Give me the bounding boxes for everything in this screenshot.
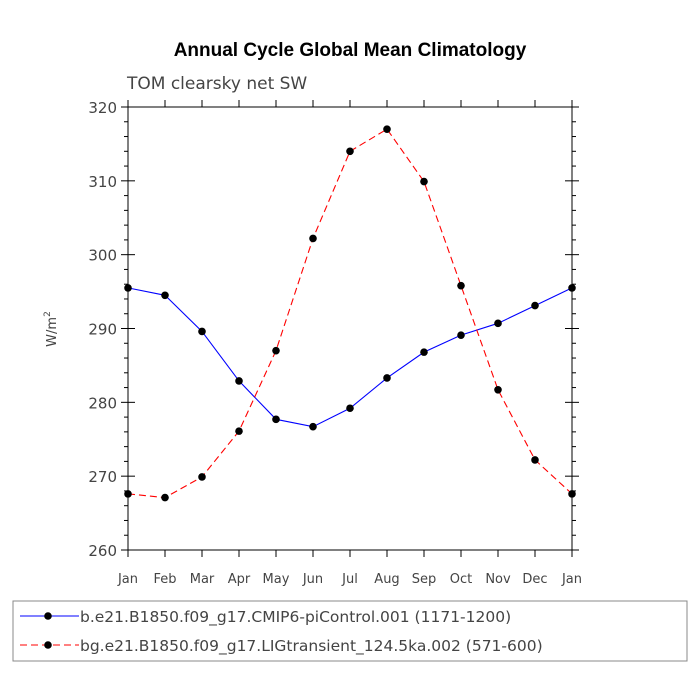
series-line-2 bbox=[127, 128, 573, 499]
x-tick-label: May bbox=[263, 572, 290, 587]
data-point bbox=[124, 490, 132, 498]
chart-subtitle: TOM clearsky net SW bbox=[126, 74, 307, 94]
data-point bbox=[383, 125, 391, 133]
legend: b.e21.B1850.f09_g17.CMIP6-piControl.001 … bbox=[20, 608, 543, 656]
data-point bbox=[494, 385, 502, 394]
data-point bbox=[420, 348, 428, 356]
data-point bbox=[457, 281, 465, 290]
y-axis-ticks: 260 270 280 290 300 310 320 bbox=[88, 99, 579, 560]
y-axis-label: W/m2 bbox=[43, 311, 60, 347]
data-point bbox=[198, 473, 206, 481]
x-tick-label: Mar bbox=[190, 572, 215, 587]
legend-label-1: b.e21.B1850.f09_g17.CMIP6-piControl.001 … bbox=[80, 608, 511, 627]
series-layer bbox=[124, 125, 576, 502]
x-tick-label: Sep bbox=[412, 572, 437, 587]
y-tick-label: 260 bbox=[88, 542, 117, 560]
data-point bbox=[568, 490, 576, 498]
x-tick-label: Dec bbox=[522, 572, 547, 587]
legend-marker bbox=[44, 641, 52, 649]
legend-box bbox=[12, 600, 688, 662]
data-point bbox=[531, 301, 539, 310]
data-point bbox=[346, 404, 354, 413]
legend-marker bbox=[44, 612, 52, 620]
plot-frame bbox=[127, 106, 573, 551]
x-tick-label: Nov bbox=[485, 572, 511, 587]
data-point bbox=[383, 374, 391, 382]
data-point bbox=[309, 234, 317, 243]
x-tick-label: Oct bbox=[450, 572, 472, 587]
data-point bbox=[272, 346, 280, 355]
x-axis-ticks: Jan Feb Mar Apr May Jun Jul Aug Sep Oct Nov Dec Jan bbox=[117, 100, 582, 587]
data-point bbox=[309, 422, 317, 431]
data-point bbox=[568, 284, 576, 292]
y-tick-label: 320 bbox=[88, 99, 117, 117]
y-axis-label-exponent: 2 bbox=[43, 311, 53, 317]
x-tick-label: Apr bbox=[228, 572, 251, 587]
y-tick-label: 270 bbox=[88, 468, 117, 486]
y-tick-label: 290 bbox=[88, 321, 117, 339]
chart-title: Annual Cycle Global Mean Climatology bbox=[174, 40, 527, 61]
data-point bbox=[494, 319, 502, 328]
data-point bbox=[457, 331, 465, 339]
y-axis-label-unit: W/m bbox=[45, 317, 60, 347]
y-tick-label: 280 bbox=[88, 394, 117, 412]
x-tick-label: Feb bbox=[153, 572, 176, 587]
data-point bbox=[420, 177, 428, 186]
data-point bbox=[161, 291, 169, 300]
data-point bbox=[161, 493, 169, 502]
x-tick-label: Aug bbox=[374, 572, 399, 587]
data-point bbox=[124, 284, 132, 292]
x-tick-label: Jun bbox=[302, 572, 323, 587]
data-point bbox=[235, 427, 243, 435]
x-tick-label: Jul bbox=[341, 572, 358, 587]
y-tick-label: 300 bbox=[88, 247, 117, 265]
data-point bbox=[198, 327, 206, 336]
y-tick-label: 310 bbox=[88, 173, 117, 191]
data-point bbox=[531, 456, 539, 464]
x-tick-label: Jan bbox=[561, 572, 582, 587]
data-point bbox=[346, 147, 354, 156]
data-point bbox=[235, 377, 243, 385]
legend-label-2: bg.e21.B1850.f09_g17.LIGtransient_124.5k… bbox=[80, 637, 543, 656]
x-tick-label: Jan bbox=[117, 572, 138, 587]
data-point bbox=[272, 415, 280, 424]
